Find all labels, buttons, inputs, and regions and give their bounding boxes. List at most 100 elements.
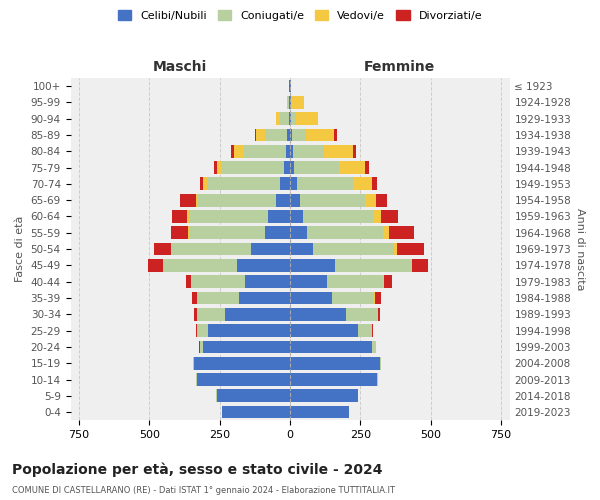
Bar — [382, 210, 398, 223]
Bar — [293, 145, 324, 158]
Bar — [335, 259, 411, 272]
Bar — [290, 226, 307, 239]
Bar — [307, 226, 383, 239]
Bar — [223, 161, 284, 174]
Bar — [394, 242, 397, 256]
Bar — [389, 226, 414, 239]
Bar — [188, 226, 189, 239]
Text: Popolazione per età, sesso e stato civile - 2024: Popolazione per età, sesso e stato civil… — [12, 462, 383, 477]
Bar — [193, 357, 194, 370]
Bar — [290, 390, 358, 402]
Bar — [296, 112, 318, 125]
Bar — [365, 194, 376, 206]
Bar — [297, 178, 353, 190]
Bar — [207, 178, 280, 190]
Bar — [197, 308, 225, 320]
Bar — [383, 226, 389, 239]
Bar — [223, 406, 290, 418]
Bar — [289, 112, 290, 125]
Bar — [187, 210, 189, 223]
Bar — [339, 161, 365, 174]
Bar — [290, 210, 302, 223]
Bar — [197, 292, 239, 304]
Bar — [375, 292, 380, 304]
Bar — [377, 373, 378, 386]
Bar — [290, 112, 292, 125]
Bar — [196, 373, 197, 386]
Bar — [411, 259, 412, 272]
Bar — [255, 128, 256, 141]
Bar — [302, 210, 373, 223]
Bar — [189, 226, 265, 239]
Y-axis label: Fasce di età: Fasce di età — [15, 216, 25, 282]
Bar — [326, 276, 383, 288]
Bar — [290, 161, 294, 174]
Bar — [194, 308, 197, 320]
Bar — [171, 226, 188, 239]
Legend: Celibi/Nubili, Coniugati/e, Vedovi/e, Divorziati/e: Celibi/Nubili, Coniugati/e, Vedovi/e, Di… — [113, 6, 487, 25]
Bar — [290, 178, 297, 190]
Bar — [292, 96, 304, 108]
Bar — [353, 145, 356, 158]
Bar — [377, 308, 380, 320]
Bar — [365, 161, 369, 174]
Bar — [313, 242, 394, 256]
Bar — [172, 242, 251, 256]
Bar — [290, 373, 377, 386]
Bar — [245, 276, 290, 288]
Text: COMUNE DI CASTELLARANO (RE) - Dati ISTAT 1° gennaio 2024 - Elaborazione TUTTITAL: COMUNE DI CASTELLARANO (RE) - Dati ISTAT… — [12, 486, 395, 495]
Bar — [197, 194, 276, 206]
Bar — [265, 226, 290, 239]
Bar — [280, 112, 289, 125]
Text: Maschi: Maschi — [153, 60, 208, 74]
Bar — [208, 324, 290, 337]
Bar — [288, 96, 289, 108]
Bar — [287, 128, 290, 141]
Bar — [203, 340, 290, 353]
Bar — [148, 259, 163, 272]
Bar — [232, 145, 234, 158]
Bar — [380, 357, 382, 370]
Bar — [180, 194, 196, 206]
Bar — [185, 276, 191, 288]
Bar — [412, 259, 428, 272]
Bar — [290, 145, 293, 158]
Bar — [200, 340, 203, 353]
Bar — [194, 357, 290, 370]
Bar — [294, 161, 339, 174]
Bar — [292, 128, 307, 141]
Bar — [290, 324, 358, 337]
Bar — [290, 357, 380, 370]
Bar — [217, 390, 290, 402]
Bar — [280, 178, 290, 190]
Bar — [307, 128, 334, 141]
Bar — [289, 96, 290, 108]
Bar — [290, 406, 349, 418]
Bar — [217, 161, 223, 174]
Bar — [292, 112, 296, 125]
Bar — [371, 340, 376, 353]
Bar — [346, 308, 377, 320]
Bar — [191, 276, 245, 288]
Bar — [290, 259, 335, 272]
Bar — [189, 210, 268, 223]
Bar — [290, 242, 313, 256]
Bar — [290, 276, 326, 288]
Bar — [163, 259, 236, 272]
Bar — [353, 178, 371, 190]
Bar — [244, 145, 286, 158]
Y-axis label: Anni di nascita: Anni di nascita — [575, 208, 585, 290]
Bar — [214, 161, 217, 174]
Bar — [332, 292, 374, 304]
Bar — [324, 145, 353, 158]
Bar — [276, 112, 280, 125]
Bar — [383, 276, 384, 288]
Bar — [373, 210, 382, 223]
Bar — [172, 210, 187, 223]
Bar — [197, 373, 290, 386]
Bar — [290, 340, 371, 353]
Bar — [358, 324, 371, 337]
Bar — [286, 145, 290, 158]
Bar — [290, 80, 292, 92]
Bar — [371, 178, 377, 190]
